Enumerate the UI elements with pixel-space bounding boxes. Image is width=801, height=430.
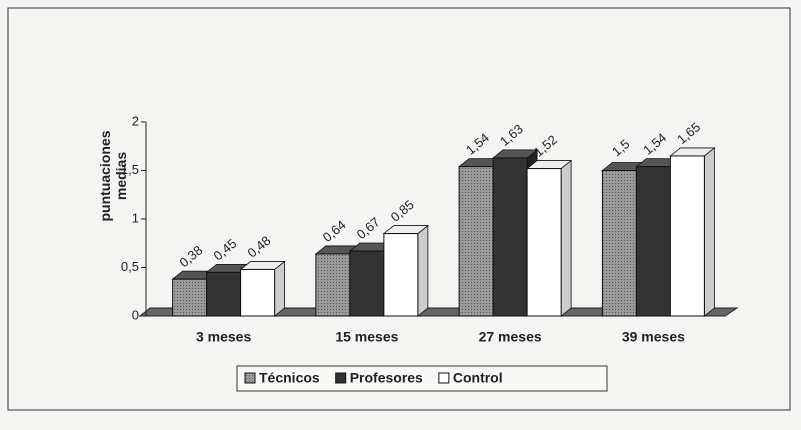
value-label: 0,64 — [320, 217, 349, 245]
value-label: 0,45 — [210, 236, 239, 264]
value-label: 1,63 — [497, 121, 526, 149]
y-tick-label: 0 — [132, 307, 139, 322]
x-tick-label: 15 meses — [335, 329, 398, 345]
y-tick-label: 1 — [132, 210, 139, 225]
x-tick-label: 3 meses — [196, 329, 251, 345]
x-tick-label: 27 meses — [479, 329, 542, 345]
legend-label: Control — [453, 370, 503, 386]
bar-side — [417, 224, 429, 317]
bar-side — [703, 147, 715, 317]
legend-label: Profesores — [350, 370, 423, 386]
value-label: 0,48 — [244, 233, 273, 261]
bar — [458, 166, 494, 317]
value-label: 0,85 — [388, 197, 417, 225]
y-tick-label: 2 — [132, 113, 139, 128]
bar — [349, 250, 385, 317]
bar — [172, 278, 208, 317]
bar — [383, 233, 419, 317]
frame — [7, 7, 791, 411]
bar — [601, 170, 637, 317]
legend-swatch — [335, 372, 347, 384]
legend-box — [236, 365, 608, 392]
y-axis-label: puntuaciones medias — [97, 130, 129, 222]
bar-side — [560, 159, 572, 317]
value-label: 1,5 — [609, 136, 632, 159]
value-label: 1,65 — [674, 119, 703, 147]
bar-side — [274, 260, 286, 317]
bar — [492, 157, 528, 317]
value-label: 1,54 — [463, 130, 492, 158]
legend-label: Técnicos — [259, 370, 320, 386]
bar — [240, 268, 276, 317]
legend-swatch — [438, 372, 450, 384]
bar — [526, 168, 562, 317]
x-tick-label: 39 meses — [622, 329, 685, 345]
bar — [635, 166, 671, 317]
y-tick-label: 0,5 — [121, 259, 139, 274]
bar — [206, 271, 242, 317]
value-label: 1,54 — [640, 130, 669, 158]
value-label: 0,38 — [176, 242, 205, 270]
legend-swatch — [244, 372, 256, 384]
bar — [315, 253, 351, 317]
bar — [669, 155, 705, 317]
value-label: 0,67 — [354, 214, 383, 242]
y-tick-label: 1,5 — [121, 162, 139, 177]
